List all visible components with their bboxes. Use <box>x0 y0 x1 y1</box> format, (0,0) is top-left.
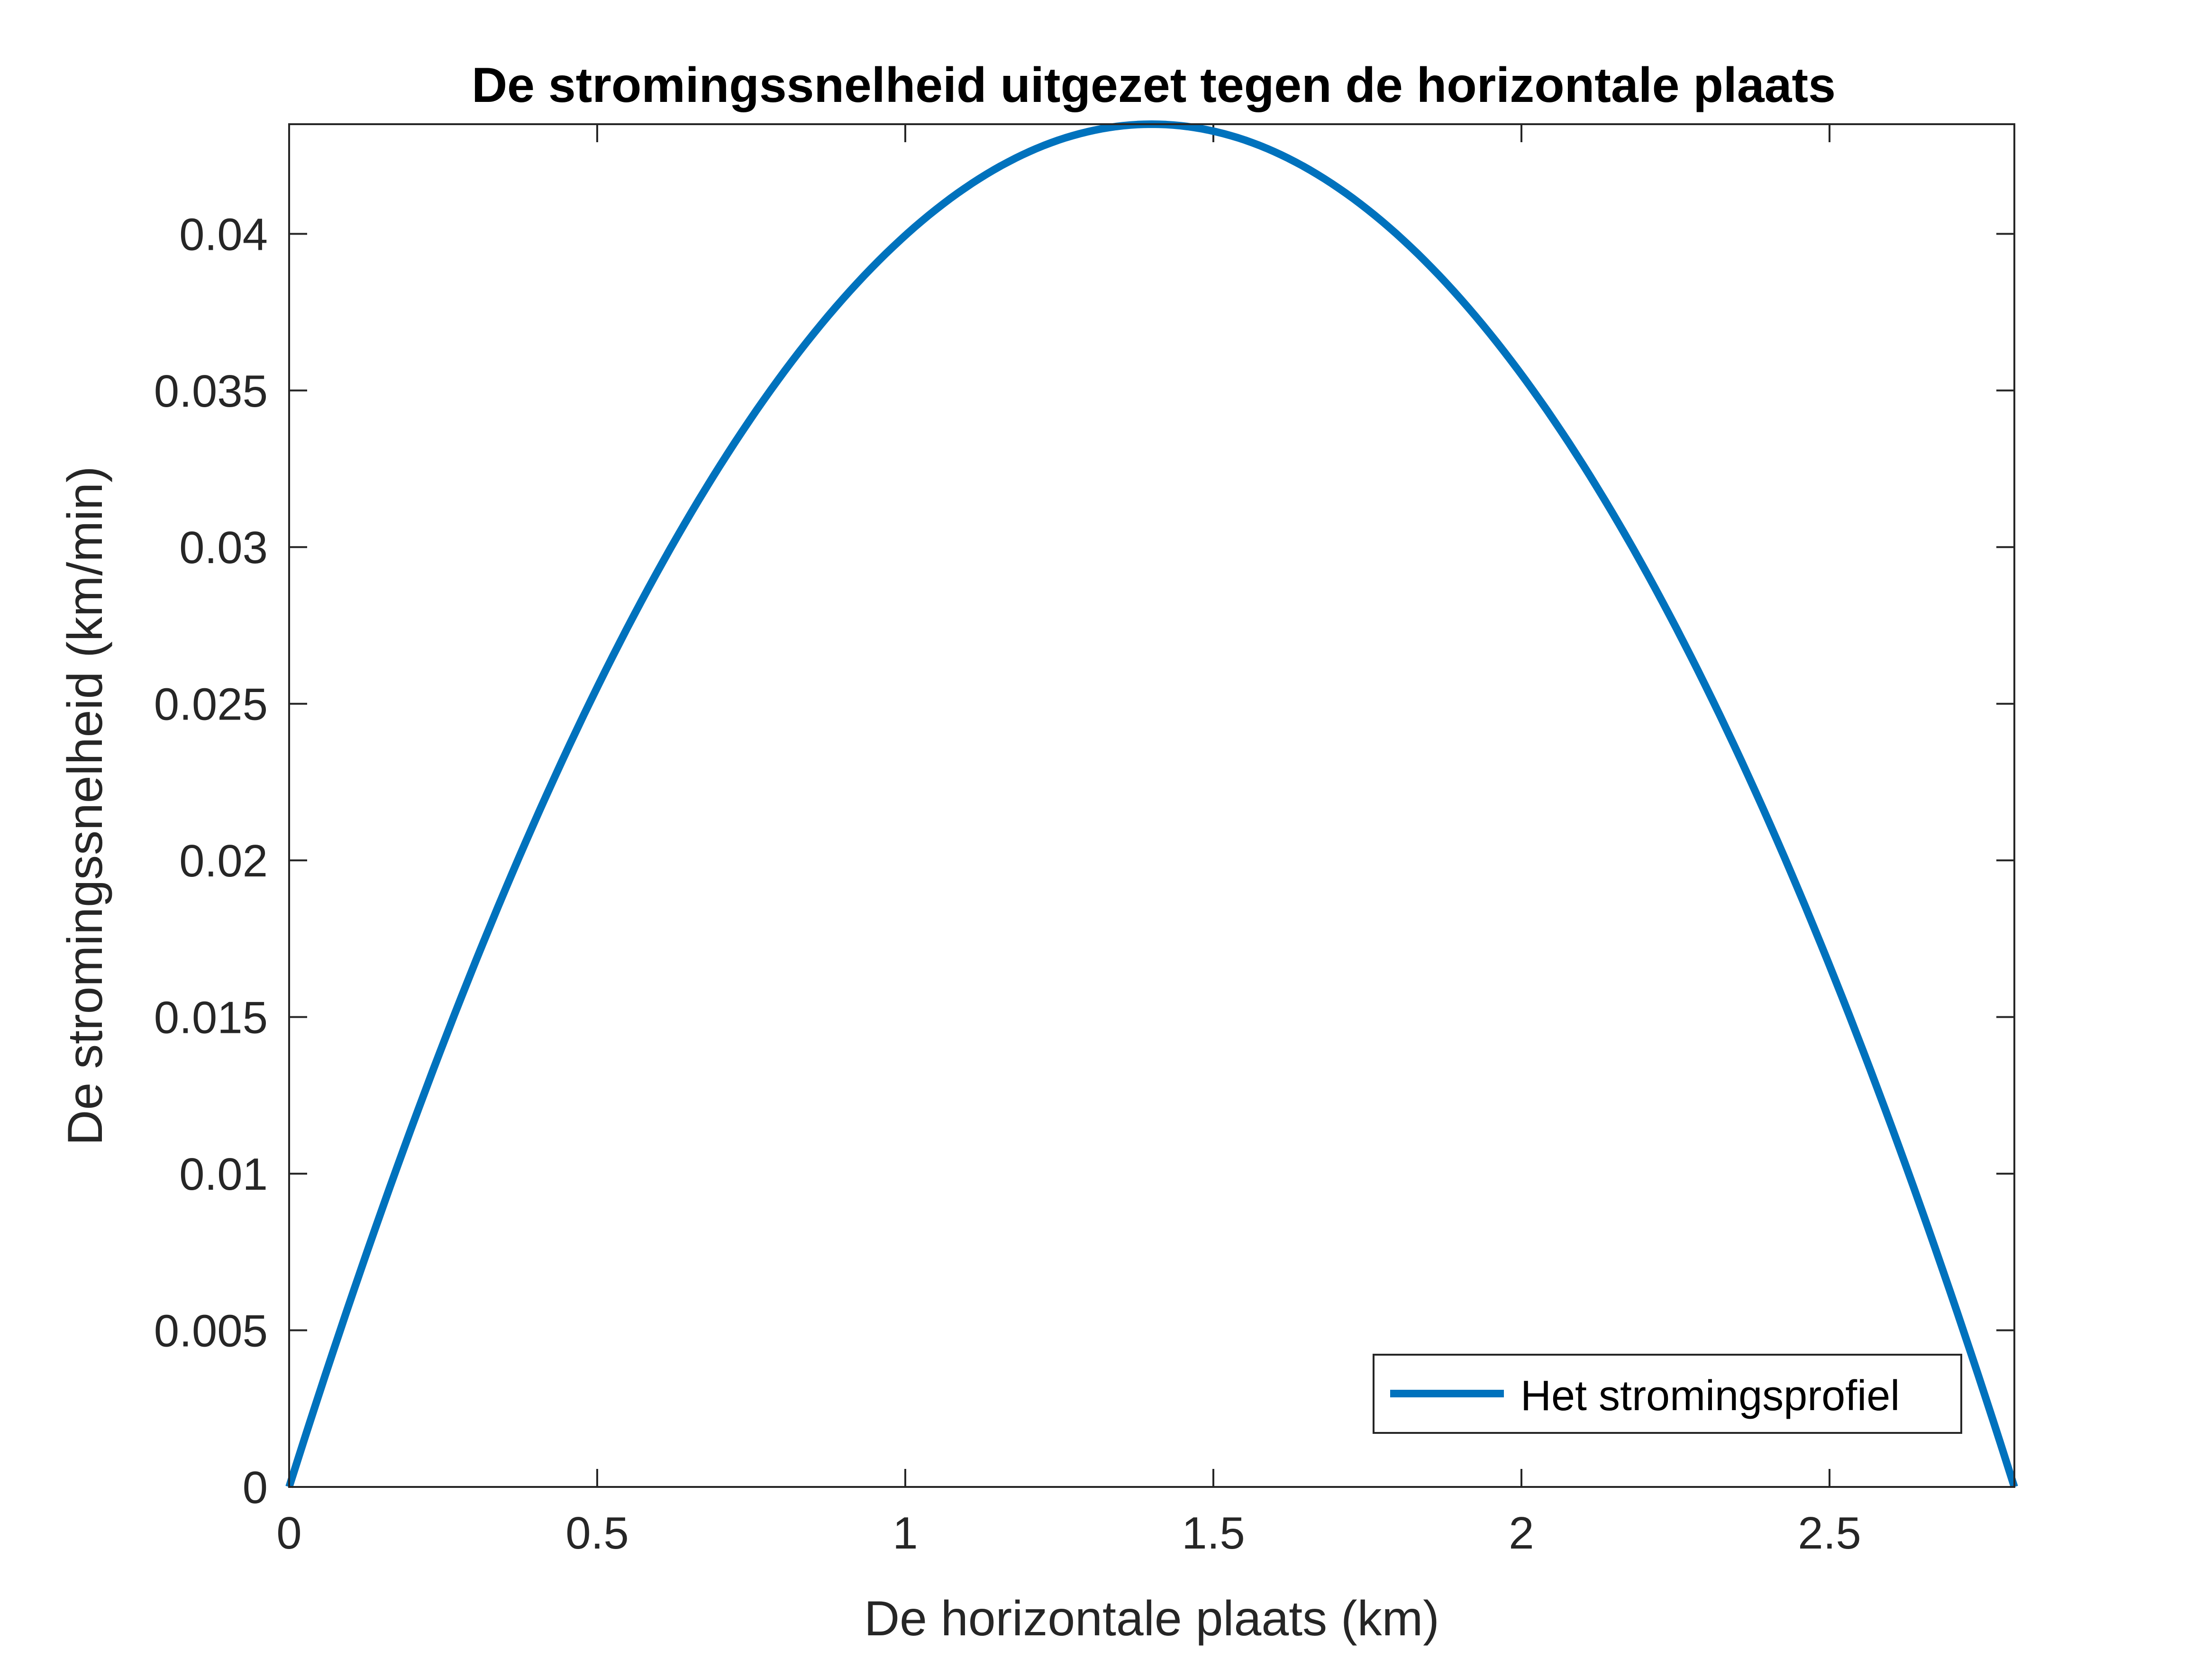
chart-title: De stromingssnelheid uitgezet tegen de h… <box>472 58 1836 113</box>
y-tick-label: 0.03 <box>179 522 268 573</box>
axis-ticks <box>288 124 2014 1488</box>
y-tick-label: 0.035 <box>154 366 268 417</box>
y-axis-label: De stromingssnelheid (km/min) <box>58 466 113 1145</box>
y-tick-label: 0.015 <box>154 993 268 1043</box>
y-tick-label: 0.01 <box>179 1149 268 1200</box>
y-tick-label: 0 <box>243 1462 268 1513</box>
y-tick-label: 0.02 <box>179 836 268 886</box>
y-tick-labels: 0 0.005 0.01 0.015 0.02 0.025 0.03 0.035 0.04 <box>154 209 268 1513</box>
y-tick-label: 0.04 <box>179 209 268 260</box>
x-tick-labels: 0 0.5 1 1.5 2 2.5 <box>276 1508 1861 1559</box>
x-tick-label: 2.5 <box>1798 1508 1861 1559</box>
x-tick-label: 2 <box>1509 1508 1534 1559</box>
axes-box <box>288 123 2015 1488</box>
plot-area <box>285 120 2018 1488</box>
x-tick-label: 1 <box>892 1508 918 1559</box>
legend: Het stromingsprofiel <box>1373 1354 1962 1434</box>
y-tick-label: 0.005 <box>154 1306 268 1357</box>
x-tick-label: 1.5 <box>1182 1508 1245 1559</box>
legend-entry: Het stromingsprofiel <box>1520 1372 1900 1420</box>
x-axis-label: De horizontale plaats (km) <box>864 1591 1439 1646</box>
x-tick-label: 0 <box>276 1508 301 1559</box>
y-tick-label: 0.025 <box>154 679 268 730</box>
x-tick-label: 0.5 <box>565 1508 628 1559</box>
